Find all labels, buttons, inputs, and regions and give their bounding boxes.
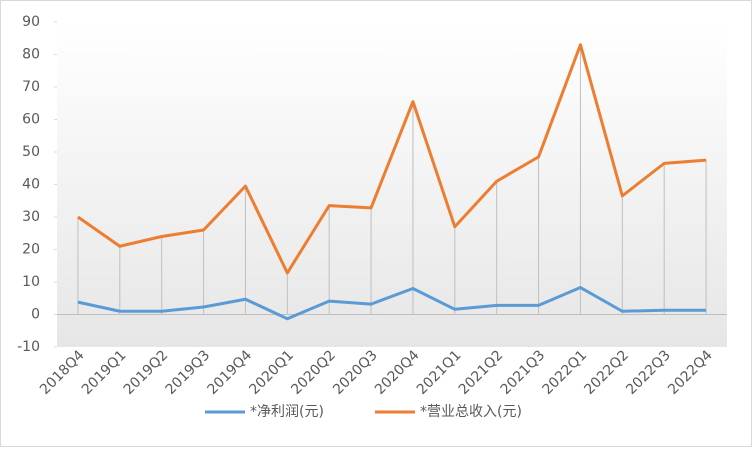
y-tick-label: 50 [22, 144, 40, 160]
y-tick-label: 40 [22, 177, 40, 193]
y-tick-label: 70 [22, 79, 40, 95]
y-tick-label: 60 [22, 112, 40, 128]
legend-label: *净利润(元) [250, 404, 324, 420]
y-tick-label: 0 [31, 307, 40, 323]
y-tick-label: 30 [22, 209, 40, 225]
y-tick-label: -10 [17, 339, 40, 355]
y-tick-label: 20 [22, 242, 40, 258]
y-tick-label: 10 [22, 274, 40, 290]
series-line [77, 286, 707, 321]
series-line [77, 43, 707, 275]
y-tick-label: 80 [22, 47, 40, 63]
y-tick-label: 90 [22, 14, 40, 30]
legend-label: *营业总收入(元) [420, 404, 522, 420]
plot-area [57, 22, 727, 347]
